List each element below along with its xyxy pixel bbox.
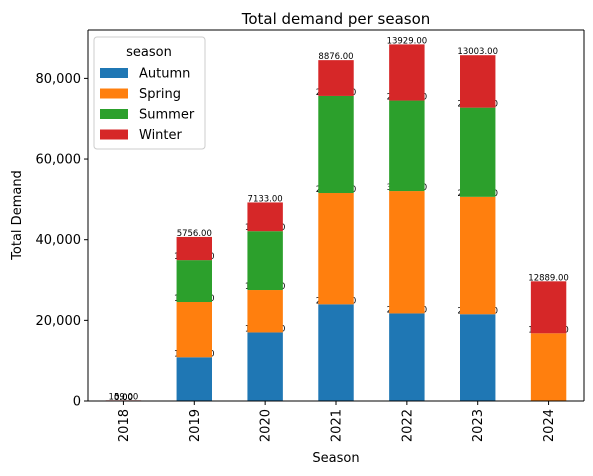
bar-segment-winter-2020 bbox=[247, 202, 283, 232]
chart-title: Total demand per season bbox=[241, 10, 431, 28]
y-tick-label: 60,000 bbox=[36, 153, 82, 168]
bar-segment-spring-2024 bbox=[530, 333, 567, 401]
bar-segment-winter-2023 bbox=[460, 55, 496, 108]
bar-segment-summer-2020 bbox=[247, 231, 283, 291]
data-label-winter-2022: 13929.00 bbox=[387, 36, 428, 46]
x-tick-label: 2019 bbox=[188, 409, 203, 442]
legend: season Autumn Spring Summer Winter bbox=[93, 36, 206, 150]
plot-area: 0.000.000.00159.0010836.0013708.0010388.… bbox=[105, 36, 569, 403]
bar-segment-summer-2023 bbox=[460, 107, 496, 197]
bar-segment-autumn-2023 bbox=[460, 314, 496, 401]
bar-segment-spring-2021 bbox=[318, 193, 354, 305]
bar-segment-winter-2022 bbox=[389, 44, 425, 101]
x-tick-label: 2020 bbox=[259, 409, 274, 442]
legend-swatch-summer bbox=[100, 109, 128, 119]
data-label-autumn-2018: 0.00 bbox=[114, 393, 133, 403]
bar-segment-spring-2023 bbox=[460, 196, 496, 315]
bar-segment-spring-2019 bbox=[176, 302, 212, 358]
y-axis-ticks: 0 20,000 40,000 60,000 80,000 bbox=[36, 72, 88, 410]
legend-title: season bbox=[126, 45, 172, 60]
x-tick-label: 2021 bbox=[330, 409, 345, 442]
data-label-summer-2018: 0.00 bbox=[114, 393, 133, 403]
x-axis-ticks: 2018 2019 2020 2021 2022 2023 2024 bbox=[117, 401, 557, 442]
bar-segment-spring-2020 bbox=[247, 290, 283, 333]
legend-label-winter: Winter bbox=[139, 128, 183, 143]
bar-segment-autumn-2019 bbox=[176, 357, 212, 401]
x-tick-label: 2018 bbox=[117, 409, 132, 442]
bar-segment-summer-2021 bbox=[318, 95, 354, 194]
data-label-winter-2020: 7133.00 bbox=[248, 194, 283, 204]
bar-segment-autumn-2021 bbox=[318, 304, 354, 401]
x-axis-title: Season bbox=[312, 451, 359, 466]
data-label-winter-2018: 159.00 bbox=[109, 392, 139, 402]
legend-label-summer: Summer bbox=[139, 108, 195, 123]
legend-swatch-autumn bbox=[100, 68, 128, 78]
bar-segment-spring-2022 bbox=[389, 191, 425, 314]
y-tick-label: 80,000 bbox=[36, 72, 82, 87]
bar-segment-winter-2024 bbox=[530, 281, 567, 334]
legend-frame bbox=[93, 36, 206, 150]
y-tick-label: 40,000 bbox=[36, 233, 82, 248]
legend-label-autumn: Autumn bbox=[139, 67, 190, 82]
x-tick-label: 2022 bbox=[400, 409, 415, 442]
y-tick-label: 20,000 bbox=[36, 314, 82, 329]
y-axis-title: Total Demand bbox=[10, 170, 25, 261]
legend-swatch-spring bbox=[100, 88, 128, 99]
data-label-winter-2019: 5756.00 bbox=[177, 229, 212, 239]
legend-items: Autumn Spring Summer Winter bbox=[100, 67, 195, 143]
data-label-winter-2023: 13003.00 bbox=[457, 47, 498, 57]
x-tick-label: 2024 bbox=[542, 409, 557, 442]
y-tick-label: 0 bbox=[73, 395, 81, 410]
bar-segment-autumn-2020 bbox=[247, 332, 283, 401]
data-label-winter-2021: 8876.00 bbox=[318, 52, 353, 62]
legend-swatch-winter bbox=[100, 129, 128, 140]
bar-segment-autumn-2022 bbox=[389, 313, 425, 401]
x-tick-label: 2023 bbox=[471, 409, 486, 442]
data-label-spring-2018: 0.00 bbox=[114, 393, 133, 403]
bar-segment-summer-2022 bbox=[389, 100, 425, 192]
legend-label-spring: Spring bbox=[139, 87, 181, 102]
bar-segment-summer-2019 bbox=[176, 260, 212, 303]
bar-segment-winter-2021 bbox=[318, 60, 354, 96]
bar-segment-winter-2019 bbox=[176, 236, 212, 261]
data-label-winter-2024: 12889.00 bbox=[528, 273, 569, 283]
